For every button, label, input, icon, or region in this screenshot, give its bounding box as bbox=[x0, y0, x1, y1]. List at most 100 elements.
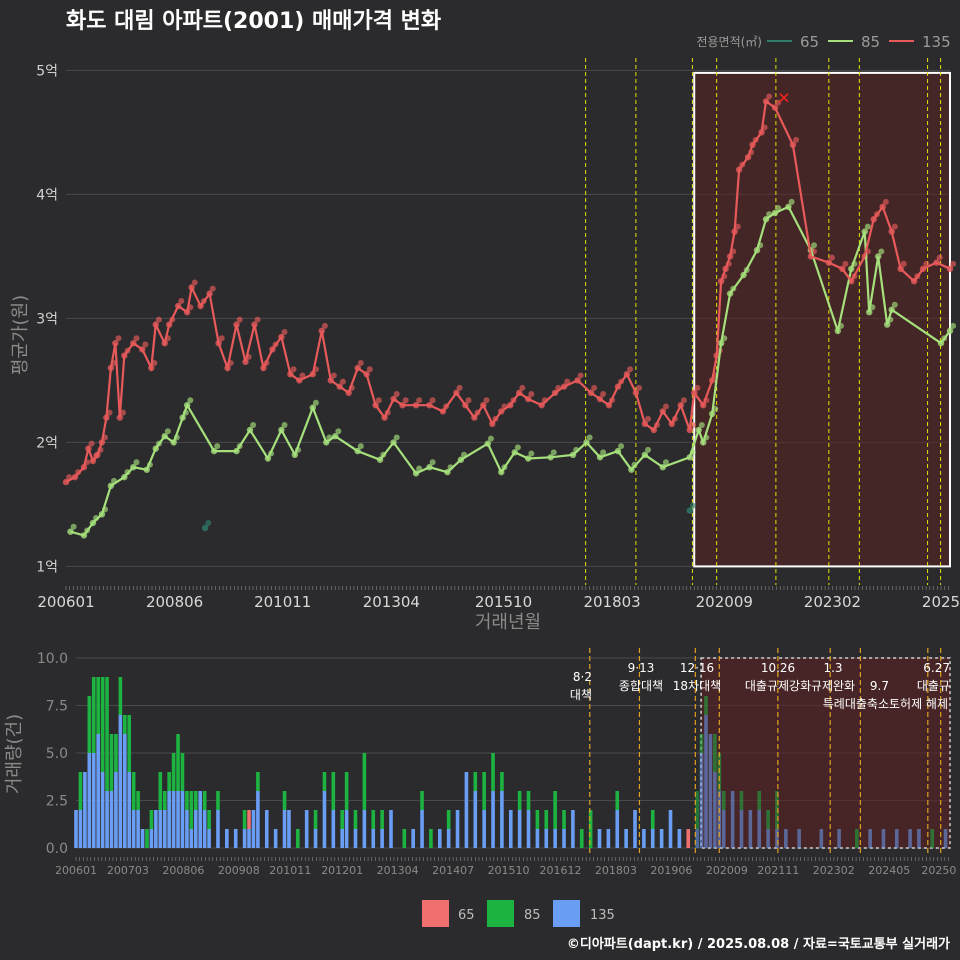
volume-bar bbox=[145, 829, 149, 848]
volume-bar bbox=[943, 829, 948, 848]
volume-policy-lines bbox=[589, 648, 942, 856]
price-point-85 bbox=[618, 443, 625, 450]
price-point-135 bbox=[793, 136, 800, 143]
volume-bar bbox=[158, 772, 163, 810]
price-point-85 bbox=[214, 443, 221, 450]
volume-x-tick-label: 202009 bbox=[706, 864, 748, 877]
price-point-135 bbox=[429, 397, 436, 404]
volume-y-ticks: 0.0 2.5 5.0 7.5 10.0 bbox=[37, 651, 68, 857]
price-point-135 bbox=[209, 285, 216, 292]
volume-bar bbox=[189, 829, 194, 848]
volume-bar bbox=[437, 829, 442, 848]
price-point-65 bbox=[686, 507, 693, 514]
price-line-135 bbox=[65, 99, 951, 484]
volume-bar bbox=[562, 810, 566, 829]
volume-bar bbox=[162, 810, 167, 848]
price-point-135 bbox=[923, 260, 930, 267]
volume-bar bbox=[344, 772, 349, 810]
volume-bar bbox=[180, 753, 185, 791]
price-point-135 bbox=[828, 254, 835, 261]
volume-x-tick-label: 201906 bbox=[650, 864, 692, 877]
volume-bar bbox=[109, 791, 114, 848]
price-y-axis-label: 평균가(원) bbox=[10, 295, 31, 375]
volume-bar bbox=[491, 753, 495, 791]
price-point-135 bbox=[236, 316, 243, 323]
volume-bar bbox=[78, 810, 83, 848]
volume-bar bbox=[96, 677, 100, 734]
bar-legend: 65 85 135 bbox=[422, 900, 615, 927]
price-point-85 bbox=[698, 422, 705, 429]
volume-bar bbox=[757, 791, 762, 810]
volume-bar bbox=[868, 829, 872, 848]
volume-bar bbox=[216, 810, 220, 848]
bar-legend-swatch-135 bbox=[553, 900, 580, 927]
price-point-135 bbox=[936, 254, 943, 261]
volume-bar bbox=[739, 791, 744, 810]
volume-bar bbox=[606, 829, 611, 848]
price-x-tick-label: 201510 bbox=[475, 593, 532, 611]
price-x-tick-label: 200806 bbox=[146, 593, 203, 611]
price-point-135 bbox=[662, 403, 669, 410]
price-point-135 bbox=[290, 366, 297, 373]
volume-bar bbox=[296, 829, 300, 848]
volume-bar bbox=[819, 829, 824, 848]
volume-bar bbox=[500, 772, 504, 791]
volume-bar bbox=[127, 715, 132, 772]
volume-x-tick-label: 201803 bbox=[595, 864, 637, 877]
volume-bar bbox=[588, 810, 593, 848]
price-point-135 bbox=[900, 260, 907, 267]
price-point-135 bbox=[483, 397, 490, 404]
price-point-135 bbox=[842, 260, 849, 267]
price-point-135 bbox=[577, 372, 584, 379]
volume-bar bbox=[118, 715, 123, 848]
volume-bar bbox=[708, 734, 713, 848]
price-point-85 bbox=[70, 523, 77, 530]
price-point-85 bbox=[250, 422, 257, 429]
volume-bar bbox=[87, 696, 92, 753]
price-point-85 bbox=[550, 449, 557, 456]
volume-x-ticks: 200601 200703 200806 200908 201011 201201 2013… bbox=[55, 857, 956, 877]
volume-bar bbox=[162, 791, 167, 810]
volume-bar bbox=[855, 829, 859, 848]
volume-bar bbox=[526, 810, 531, 848]
volume-bar bbox=[775, 829, 779, 848]
legend-title: 전용면적(㎡) bbox=[696, 35, 762, 49]
volume-bar bbox=[340, 829, 344, 848]
price-point-135 bbox=[142, 341, 149, 348]
volume-bar bbox=[371, 829, 376, 848]
volume-bar bbox=[331, 810, 336, 848]
price-point-135 bbox=[115, 335, 122, 342]
price-y-ticks: 1억 2억 3억 4억 5억 bbox=[36, 63, 58, 575]
price-point-135 bbox=[357, 360, 364, 367]
volume-bar bbox=[154, 810, 158, 848]
annotation-label: 종합대책 bbox=[619, 678, 663, 693]
volume-bar bbox=[287, 810, 291, 848]
volume-bar bbox=[544, 829, 549, 848]
volume-bar bbox=[273, 829, 278, 848]
volume-bar bbox=[180, 791, 185, 848]
volume-bar bbox=[353, 810, 358, 829]
price-point-85 bbox=[312, 399, 319, 406]
volume-bar bbox=[185, 810, 189, 848]
volume-bar bbox=[105, 677, 109, 791]
price-point-135 bbox=[88, 440, 95, 447]
price-point-135 bbox=[627, 366, 634, 373]
volume-bar bbox=[171, 791, 176, 848]
volume-x-tick-label: 20250 bbox=[921, 864, 956, 877]
price-x-tick-label: 202302 bbox=[804, 593, 861, 611]
price-point-135 bbox=[734, 223, 741, 230]
bar-legend-swatch-65 bbox=[422, 900, 449, 927]
outlier-marker bbox=[779, 93, 789, 103]
annotation-label: 18차대책 bbox=[673, 678, 721, 693]
volume-bar bbox=[624, 829, 628, 848]
volume-bar bbox=[721, 791, 726, 810]
volume-bar bbox=[87, 753, 92, 848]
volume-bar bbox=[380, 829, 384, 848]
volume-bar bbox=[411, 829, 415, 848]
annotation-date: 9.7 bbox=[870, 679, 889, 693]
volume-bar bbox=[633, 810, 637, 848]
volume-bar bbox=[242, 829, 247, 848]
volume-bar bbox=[553, 829, 557, 848]
price-point-85 bbox=[528, 450, 535, 457]
volume-bar bbox=[508, 810, 513, 848]
